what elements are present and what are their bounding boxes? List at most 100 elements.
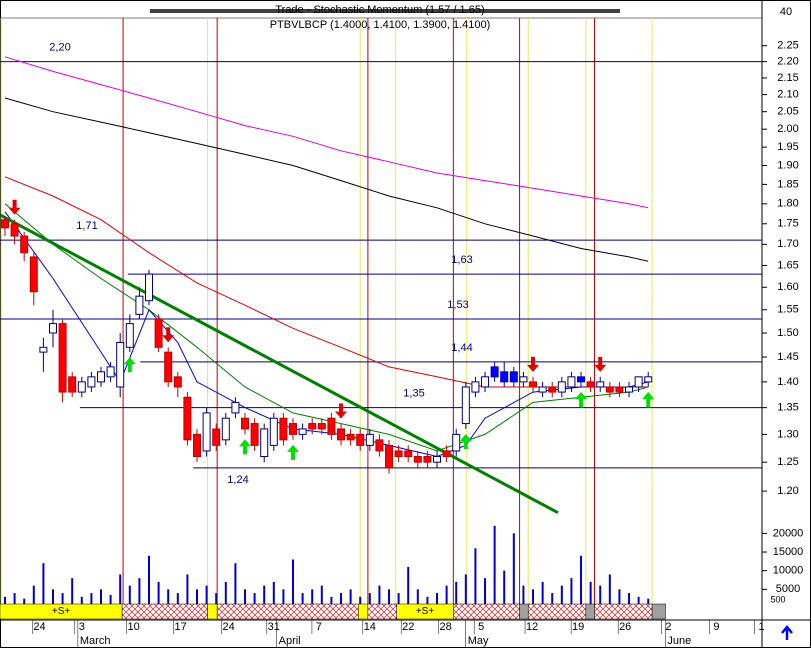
candle-body — [452, 433, 461, 452]
volume-bar — [464, 574, 467, 604]
candle-body — [605, 386, 614, 393]
month-label: April — [279, 635, 301, 647]
candle-body — [58, 323, 67, 393]
candle-body — [356, 433, 365, 446]
candle-body — [145, 273, 154, 302]
volume-bar — [3, 596, 6, 604]
candle-body — [375, 439, 384, 452]
y-tick-label: 1.85 — [777, 178, 798, 190]
candle-body — [346, 433, 355, 441]
moving-average-line — [4, 97, 649, 262]
volume-bar — [378, 585, 381, 604]
sell-arrow — [594, 356, 607, 372]
volume-bar — [416, 589, 419, 604]
volume-bar — [99, 589, 102, 604]
volume-bar — [224, 581, 227, 604]
x-tick-label: 26 — [619, 621, 631, 633]
volume-bar — [205, 585, 208, 604]
signal-segment — [585, 603, 595, 620]
signal-segment — [651, 603, 666, 620]
signal-segment — [121, 603, 208, 620]
candle-body — [586, 381, 595, 388]
candle-body — [164, 351, 173, 383]
volume-bar — [551, 593, 554, 604]
scroll-arrow-icon[interactable] — [781, 625, 793, 640]
volume-bar — [157, 581, 160, 604]
signal-segment — [207, 603, 218, 620]
candle-body — [231, 401, 240, 414]
candle-body — [20, 235, 29, 254]
candle-body — [481, 376, 490, 388]
candle-body — [500, 371, 509, 383]
candle-body — [615, 386, 624, 393]
volume-bar — [340, 593, 343, 604]
y-tick-label: 2.15 — [777, 72, 798, 84]
signal-segment — [367, 603, 397, 620]
x-tick-label: 19 — [572, 621, 584, 633]
volume-bar — [330, 596, 333, 604]
volume-bar — [532, 589, 535, 604]
volume-bar — [589, 581, 592, 604]
level-label: 1,53 — [447, 299, 468, 311]
candle-body — [106, 366, 115, 378]
volume-bar — [628, 593, 631, 604]
candle-body — [567, 376, 576, 388]
volume-bar — [484, 578, 487, 604]
candle-body — [241, 417, 250, 430]
x-tick-label: 12 — [526, 621, 538, 633]
candle-body — [327, 417, 336, 435]
volume-bar — [282, 589, 285, 604]
y-tick-label: 1.95 — [777, 141, 798, 153]
volume-bar — [560, 585, 563, 604]
x-tick-label: 7 — [316, 621, 322, 633]
y-tick-label: 1.35 — [777, 402, 798, 414]
y-tick-label: 1.45 — [777, 351, 798, 363]
signal-segment — [358, 603, 369, 620]
volume-bar — [368, 593, 371, 604]
axis-top-label: 40 — [780, 6, 792, 18]
y-tick-label: 1.75 — [777, 218, 798, 230]
signal-segment — [527, 603, 587, 620]
sell-arrow — [162, 327, 175, 343]
volume-bar — [61, 593, 64, 604]
candle-body — [634, 376, 643, 388]
level-label: 1,24 — [227, 474, 248, 486]
y-tick-label: 1.20 — [777, 485, 798, 497]
candle-body — [29, 256, 38, 293]
x-tick-label: 2 — [665, 621, 671, 633]
buy-arrow — [123, 357, 136, 373]
volume-bar — [148, 555, 151, 604]
volume-tick-label: 10000 — [773, 565, 804, 577]
candle-body — [154, 318, 163, 348]
volume-bar — [637, 596, 640, 604]
x-tick-label: 9 — [713, 621, 719, 633]
month-label: March — [80, 635, 111, 647]
candle-body — [260, 428, 269, 458]
volume-tick-label: 20000 — [773, 527, 804, 539]
candle-body — [269, 417, 278, 446]
volume-bar — [618, 589, 621, 604]
candle-body — [183, 396, 192, 441]
y-tick-label: 2.05 — [777, 106, 798, 118]
volume-tick-label: 15000 — [773, 546, 804, 558]
candle-body — [77, 381, 86, 393]
volume-bar — [244, 589, 247, 604]
volume-bar — [397, 593, 400, 604]
candle-body — [538, 386, 547, 393]
volume-bar — [42, 563, 45, 604]
x-tick-label: 10 — [128, 621, 140, 633]
sell-arrow — [527, 356, 540, 372]
top-bar-strip — [150, 9, 620, 13]
x-tick-label: 14 — [364, 621, 376, 633]
volume-bar — [32, 585, 35, 604]
candle-body — [298, 428, 307, 435]
month-label: May — [468, 635, 489, 647]
x-tick-label: 31 — [268, 621, 280, 633]
volume-bar — [570, 578, 573, 604]
overlay: +S+ +S+ — [0, 603, 666, 620]
volume-extra-label: 500 — [770, 594, 785, 604]
volume-bar — [407, 566, 410, 604]
volume-bar — [349, 589, 352, 604]
y-tick-label: 1.55 — [777, 304, 798, 316]
